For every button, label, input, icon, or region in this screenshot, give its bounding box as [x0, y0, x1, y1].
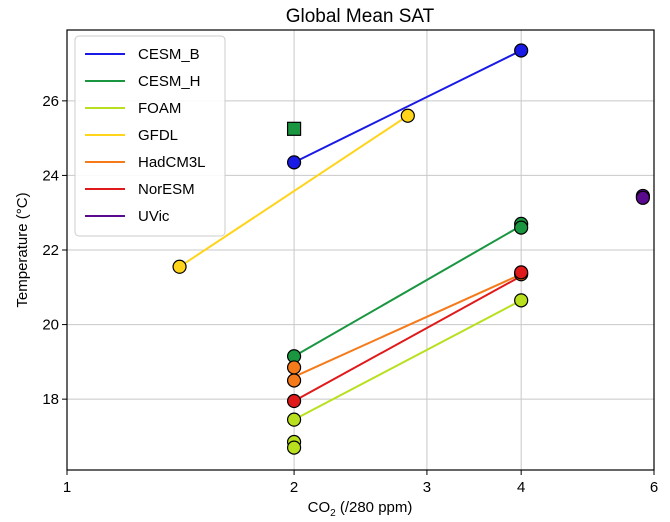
data-point-cesm_h — [286, 121, 302, 136]
series-line-cesm_h — [293, 224, 522, 358]
data-point-gfdl — [172, 259, 187, 274]
y-tick-label: 20 — [42, 317, 59, 334]
legend-label-uvic: UVic — [138, 208, 170, 225]
y-tick-label: 26 — [42, 93, 59, 110]
y-tick-label: 24 — [42, 167, 59, 184]
series-line-hadcm3l — [293, 273, 522, 378]
data-point-hadcm3l — [286, 360, 302, 375]
legend-label-noresm: NorESM — [138, 181, 195, 198]
series-markers — [172, 43, 650, 455]
data-point-noresm — [286, 393, 302, 409]
x-tick-label: 6 — [650, 479, 658, 496]
series-lines — [179, 49, 522, 421]
x-axis-label-main: CO — [308, 499, 331, 516]
legend-label-foam: FOAM — [138, 100, 181, 117]
series-line-gfdl — [179, 114, 409, 268]
legend: CESM_B CESM_H FOAM GFDL HadCM3L NorESM UVic — [74, 35, 226, 237]
x-axis-label-subscript: 2 — [330, 508, 336, 519]
y-tick-label: 22 — [42, 242, 59, 259]
legend-label-cesm_h: CESM_H — [138, 73, 201, 90]
data-point-cesm_h — [514, 220, 529, 235]
series-line-noresm — [293, 275, 522, 402]
data-point-gfdl — [400, 108, 415, 123]
series-line-foam — [293, 299, 522, 421]
data-point-cesm_b — [286, 155, 302, 170]
y-axis-label: Temperature (°C) — [14, 192, 31, 307]
y-tick-label: 18 — [42, 391, 59, 408]
y-axis-ticks: 18 20 22 24 26 — [42, 93, 67, 408]
legend-label-hadcm3l: HadCM3L — [138, 154, 206, 171]
data-point-foam — [514, 293, 529, 308]
data-point-hadcm3l — [286, 373, 302, 388]
x-tick-label: 1 — [63, 479, 71, 496]
legend-label-cesm_b: CESM_B — [138, 46, 200, 63]
data-point-foam — [286, 412, 302, 427]
x-tick-label: 3 — [423, 479, 431, 496]
series-line-cesm_b — [293, 49, 522, 164]
data-point-noresm — [514, 265, 529, 280]
x-tick-label: 2 — [290, 479, 298, 496]
data-point-foam — [286, 440, 302, 455]
legend-box — [74, 35, 226, 237]
chart-title: Global Mean SAT — [286, 6, 435, 27]
data-point-cesm_b — [514, 43, 529, 58]
legend-label-gfdl: GFDL — [138, 127, 178, 144]
data-point-uvic — [635, 190, 650, 205]
x-axis-ticks: 1 2 3 4 6 — [63, 470, 658, 496]
x-axis-label: CO2 (/280 ppm) — [308, 499, 413, 519]
x-tick-label: 4 — [517, 479, 525, 496]
x-axis-label-rest: (/280 ppm) — [336, 499, 413, 516]
